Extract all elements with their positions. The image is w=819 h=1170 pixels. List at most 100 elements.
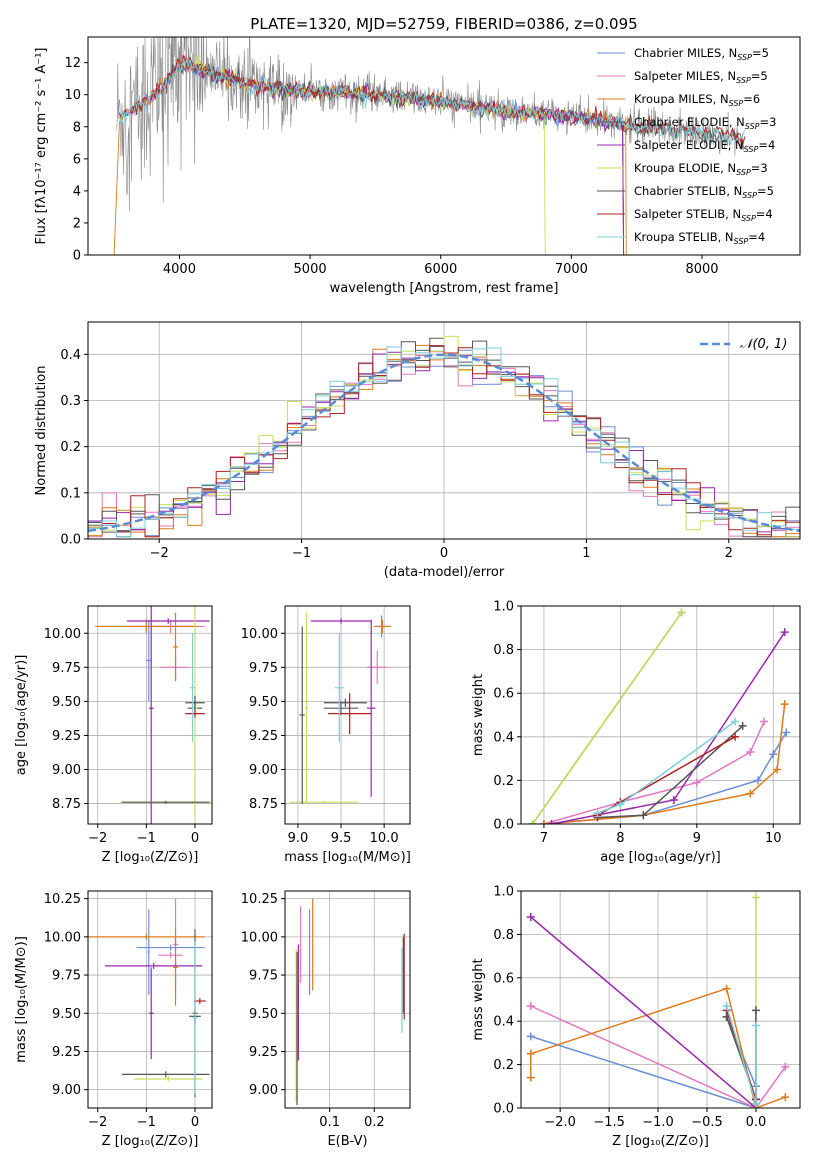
y-axis-label: age [log₁₀(age/yr)] (14, 655, 29, 776)
y-tick-label: 0.0 (60, 533, 81, 548)
y-axis-label: mass [log₁₀(M/M⊙)] (14, 936, 29, 1063)
weight-line (543, 704, 786, 824)
x-tick-label: 5000 (294, 262, 327, 277)
weight-marker (780, 628, 789, 637)
weight-marker (753, 776, 762, 785)
weight-line (597, 736, 736, 816)
y-axis-label: Flux [fλ10⁻¹⁷ erg cm⁻² s⁻¹ A⁻¹] (34, 48, 49, 245)
weight-marker (722, 984, 731, 993)
plots: 4000 5000 6000 7000 8000024681012wavelength … (14, 36, 801, 1149)
weight-marker (760, 717, 769, 726)
residuals-plot-area (88, 335, 800, 538)
residuals-panel: −2 −1 0 1 2 0.0 0.1 0.2 0.3 0.4 (data-model)/error… (34, 321, 801, 580)
age-vs-mass-panel: 9.0 9.5 10.0 8.75 9.00 9.25 9.50 9.75 10.00 mass … (241, 605, 411, 865)
y-tick-label: 9.00 (52, 763, 81, 778)
weight-marker (526, 1073, 535, 1082)
spectrum-panel: 4000 5000 6000 7000 8000 0 2 4 6 8 10 12 wavelength … (34, 36, 801, 296)
x-axis-label: mass [log₁₀(M/M⊙)] (284, 850, 411, 865)
weight-marker (547, 820, 556, 824)
figure-title: PLATE=1320, MJD=52759, FIBERID=0386, z=0… (250, 15, 637, 33)
mass-weight-vs-Z-panel: −2.0 −1.5 −1.0 −0.5 0.0 0.0 0.2 0.4 0.6 0.8 1.0 Z [… (471, 885, 801, 1149)
axes-frame (520, 890, 801, 1109)
y-tick-label: 0.6 (493, 687, 514, 702)
weight-marker (677, 608, 686, 617)
y-tick-label: 0 (73, 249, 81, 264)
weight-line (725, 1005, 757, 1104)
x-tick-label: 9 (693, 831, 701, 846)
y-tick-label: 10.00 (44, 627, 81, 642)
model-spectrum (118, 57, 746, 147)
x-axis-label: Z [log₁₀(Z/Z⊙)] (102, 850, 199, 865)
x-tick-label: 9.5 (331, 831, 352, 846)
weight-line (530, 1016, 757, 1108)
y-tick-label: 8.75 (52, 797, 81, 812)
y-tick-label: 10.25 (241, 892, 278, 907)
mass-vs-EBV-panel: 0.1 0.2 9.00 9.25 9.50 9.75 10.00 10.25 E(B-V) (241, 890, 411, 1149)
y-tick-label: 9.25 (249, 729, 278, 744)
mass-vs-Z-plot-area (88, 898, 210, 1098)
weight-marker (751, 893, 760, 902)
y-tick-label: 0.3 (60, 394, 81, 409)
y-tick-label: 2 (73, 216, 81, 231)
x-tick-label: 9.0 (288, 831, 309, 846)
legend-entry: 𝒩(0, 1) (740, 337, 787, 352)
weight-line (597, 720, 736, 814)
x-tick-label: −1 (292, 546, 311, 561)
age-vs-mass-plot-area (289, 612, 392, 804)
legend-entry: Chabrier MILES, NSSP=5 (634, 46, 769, 62)
spectrum-plot-area (113, 37, 746, 255)
legend-entry: Kroupa MILES, NSSP=6 (634, 92, 760, 108)
weight-marker (639, 811, 648, 820)
y-tick-label: 0.2 (60, 440, 81, 455)
axes-frame (520, 605, 801, 825)
axes-frame (284, 890, 411, 1109)
weight-marker (780, 700, 789, 709)
y-tick-label: 9.00 (52, 1083, 81, 1098)
legend-entry: Kroupa STELIB, NSSP=4 (634, 230, 765, 246)
axes-frame (87, 321, 801, 540)
x-tick-label: −1 (137, 1115, 156, 1130)
mass-weight-vs-age-plot-area (528, 608, 791, 824)
x-tick-label: −0.5 (691, 1115, 723, 1130)
y-tick-label: 9.00 (249, 763, 278, 778)
y-tick-label: 0.6 (493, 971, 514, 986)
y-tick-label: 9.75 (249, 969, 278, 984)
mass-weight-vs-Z-plot-area (526, 893, 790, 1108)
x-axis-label: age [log₁₀(age/yr)] (600, 850, 721, 865)
y-tick-label: 0.8 (493, 928, 514, 943)
age-vs-Z-panel: −2 −1 0 8.75 9.00 9.25 9.50 9.75 10.00 Z [log₁₀(Z… (14, 605, 213, 865)
y-tick-label: 10.00 (241, 930, 278, 945)
weight-marker (526, 1002, 535, 1011)
x-tick-label: 8 (616, 831, 624, 846)
weight-marker (528, 820, 537, 824)
y-axis-label: mass weight (471, 958, 486, 1040)
weight-marker (738, 721, 747, 730)
residual-histogram (88, 346, 800, 538)
axes-frame (87, 890, 213, 1109)
legend-entry: Salpeter STELIB, NSSP=4 (634, 207, 773, 223)
x-axis-label: E(B-V) (327, 1134, 367, 1149)
x-tick-label: 0 (440, 546, 448, 561)
legend-entry: Chabrier STELIB, NSSP=5 (634, 184, 774, 200)
x-tick-label: 10 (765, 831, 782, 846)
weight-marker (781, 1062, 790, 1071)
legend-entry: Salpeter MILES, NSSP=5 (634, 69, 768, 85)
axes-frame (284, 605, 411, 825)
weight-marker (692, 778, 701, 787)
x-tick-label: −1.5 (593, 1115, 625, 1130)
y-tick-label: 10 (64, 88, 81, 103)
weight-line (531, 612, 683, 824)
y-tick-label: 9.00 (249, 1083, 278, 1098)
y-tick-label: 10.00 (241, 627, 278, 642)
legend-entry: Chabrier ELODIE, NSSP=3 (634, 115, 776, 131)
y-tick-label: 9.25 (52, 1045, 81, 1060)
y-tick-label: 6 (73, 152, 81, 167)
weight-marker (669, 796, 678, 805)
mass-vs-EBV-plot-area (295, 898, 405, 1105)
y-tick-label: 9.75 (52, 661, 81, 676)
y-tick-label: 9.75 (52, 969, 81, 984)
x-tick-label: 0 (191, 831, 199, 846)
weight-marker (746, 748, 755, 757)
weight-marker (751, 1099, 760, 1108)
spectrum-legend: Chabrier MILES, NSSP=5 Salpeter MILES, NS… (597, 46, 776, 246)
